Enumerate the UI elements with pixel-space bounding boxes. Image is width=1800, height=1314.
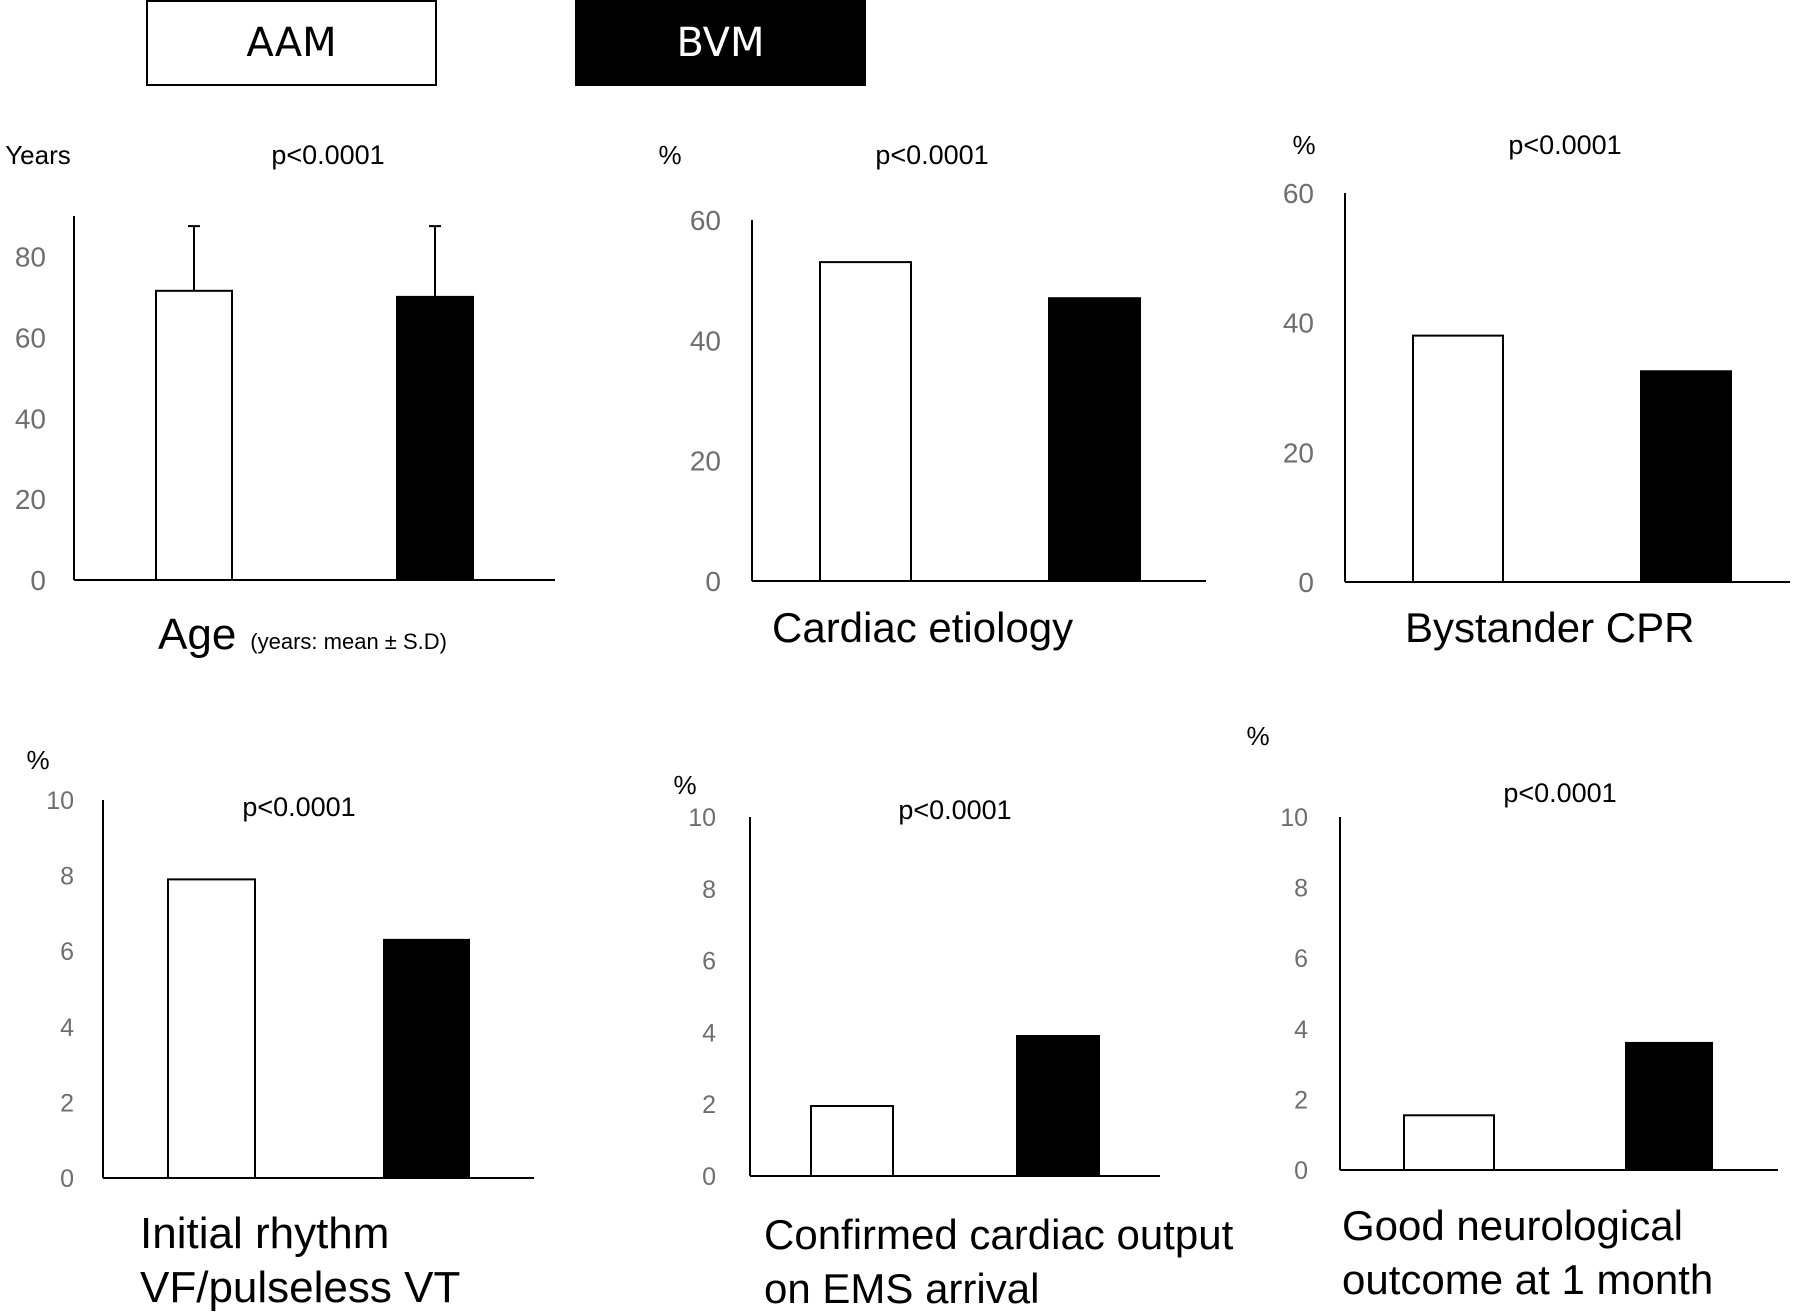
p-value-label: p<0.0001 <box>1508 130 1621 160</box>
y-tick-label: 2 <box>60 1089 74 1117</box>
bar-bvm <box>1048 297 1141 582</box>
y-tick-label: 6 <box>1294 945 1308 973</box>
chart-title: Confirmed cardiac output <box>764 1211 1234 1258</box>
legend-item-bvm: BVM <box>575 0 866 86</box>
chart-title: VF/pulseless VT <box>140 1263 460 1312</box>
y-tick-label: 0 <box>705 566 721 597</box>
chart-title: Good neurological <box>1342 1202 1683 1249</box>
legend-item-aam: AAM <box>146 0 437 86</box>
y-tick-label: 10 <box>46 787 74 815</box>
y-axis-label: % <box>1292 130 1315 160</box>
chart-6: 0 2 4 6 8 10% p<0.0001 Good neurological outcome… <box>1246 721 1778 1303</box>
chart-title-note: (years: mean ± S.D) <box>250 629 447 654</box>
p-value-label: p<0.0001 <box>875 140 988 170</box>
y-tick-label: 40 <box>690 325 721 356</box>
y-tick-label: 0 <box>1294 1157 1308 1185</box>
bar-bvm <box>383 938 470 1179</box>
y-tick-label: 6 <box>60 938 74 966</box>
y-tick-label: 40 <box>15 403 46 434</box>
y-tick-label: 0 <box>1298 567 1314 598</box>
y-tick-label: 8 <box>60 863 74 891</box>
y-tick-label: 20 <box>1283 437 1314 468</box>
bar-bvm <box>1625 1041 1713 1172</box>
legend-label-bvm: BVM <box>676 20 765 66</box>
y-tick-label: 2 <box>1294 1086 1308 1114</box>
bar-aam <box>1412 334 1504 583</box>
chart-title: Initial rhythm <box>140 1209 389 1258</box>
chart-4: 0 2 4 6 8 10% p<0.0001 Initial rhythm VF/pulsele… <box>26 745 534 1312</box>
p-value-label: p<0.0001 <box>1503 778 1616 808</box>
y-tick-label: 4 <box>60 1014 74 1042</box>
bar-aam <box>810 1104 894 1177</box>
y-tick-label: 4 <box>1294 1016 1308 1044</box>
y-tick-label: 2 <box>702 1091 716 1119</box>
bar-aam <box>1403 1114 1495 1172</box>
bar-aam <box>819 261 912 582</box>
y-tick-label: 10 <box>688 804 716 832</box>
legend-label-aam: AAM <box>246 20 337 66</box>
y-tick-label: 6 <box>702 948 716 976</box>
y-tick-label: 60 <box>15 322 46 353</box>
bar-bvm <box>1640 370 1732 583</box>
y-tick-label: 8 <box>1294 875 1308 903</box>
chart-title: Cardiac etiology <box>772 604 1073 651</box>
y-tick-label: 10 <box>1280 804 1308 832</box>
bar-bvm <box>396 295 474 581</box>
y-tick-label: 20 <box>15 484 46 515</box>
chart-title: outcome at 1 month <box>1342 1256 1713 1303</box>
y-tick-label: 60 <box>690 205 721 236</box>
chart-title: on EMS arrival <box>764 1265 1039 1312</box>
bar-bvm <box>1016 1034 1100 1177</box>
y-tick-label: 80 <box>15 242 46 273</box>
p-value-label: p<0.0001 <box>271 140 384 170</box>
y-tick-label: 0 <box>702 1163 716 1191</box>
chart-title: Bystander CPR <box>1405 604 1694 651</box>
bar-aam <box>155 289 233 581</box>
y-tick-label: 4 <box>702 1019 716 1047</box>
y-axis-label: % <box>26 745 49 775</box>
chart-5: 0 2 4 6 8 10% p<0.0001 Confirmed cardiac output… <box>673 770 1233 1312</box>
y-tick-label: 20 <box>690 446 721 477</box>
y-tick-label: 40 <box>1283 308 1314 339</box>
p-value-label: p<0.0001 <box>242 792 355 822</box>
y-tick-label: 8 <box>702 876 716 904</box>
y-tick-label: 60 <box>1283 178 1314 209</box>
chart-2: 0 20 40 60% p<0.0001 Cardiac etiology <box>658 140 1206 651</box>
chart-3: 0 20 40 60% p<0.0001 Bystander CPR <box>1283 130 1790 651</box>
y-axis-label: % <box>673 770 696 800</box>
y-tick-label: 0 <box>30 565 46 596</box>
y-axis-label: Years <box>5 140 71 170</box>
chart-title: Age (years: mean ± S.D) <box>158 610 447 659</box>
y-axis-label: % <box>658 140 681 170</box>
bar-aam <box>167 878 256 1179</box>
y-tick-label: 0 <box>60 1165 74 1193</box>
y-axis-label: % <box>1246 721 1269 751</box>
p-value-label: p<0.0001 <box>898 795 1011 825</box>
chart-1: 0 20 40 60 80 Years p<0.0001 Age (years: mean ± … <box>5 140 555 659</box>
